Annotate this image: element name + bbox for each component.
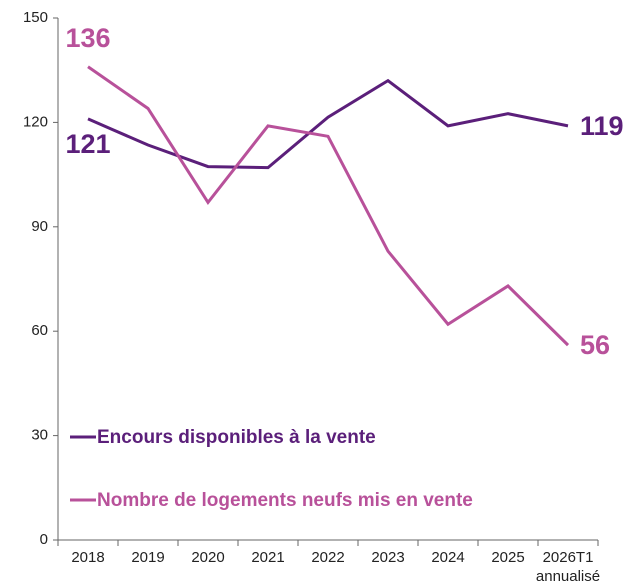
x-tick-label-line: annualisé — [536, 568, 600, 585]
line-series — [87, 65, 570, 347]
x-tick-label: 2018 — [71, 549, 104, 566]
y-tick-label: 120 — [23, 113, 48, 130]
data-label: 136 — [65, 23, 110, 53]
data-label: 56 — [580, 330, 610, 360]
y-tick-label: 150 — [23, 9, 48, 26]
legend-label: Nombre de logements neufs mis en vente — [97, 490, 473, 511]
legend-label: Encours disponibles à la vente — [97, 427, 376, 448]
x-tick-label-line: 2026T1 — [543, 549, 594, 566]
line-series — [87, 78, 569, 170]
x-tick-label: 2023 — [371, 549, 404, 566]
x-tick-label: 2026T1 annualisé — [536, 549, 600, 585]
x-tick-label: 2019 — [131, 549, 164, 566]
x-tick-label: 2020 — [191, 549, 224, 566]
y-tick-label: 0 — [40, 531, 48, 548]
data-label: 119 — [580, 111, 624, 141]
y-tick-label: 90 — [31, 218, 48, 235]
x-tick-label: 2024 — [431, 549, 464, 566]
x-tick-label: 2022 — [311, 549, 344, 566]
x-tick-label: 2025 — [491, 549, 524, 566]
y-tick-label: 30 — [31, 427, 48, 444]
y-tick-label: 60 — [31, 322, 48, 339]
x-tick-label: 2021 — [251, 549, 284, 566]
data-label: 121 — [65, 129, 110, 159]
